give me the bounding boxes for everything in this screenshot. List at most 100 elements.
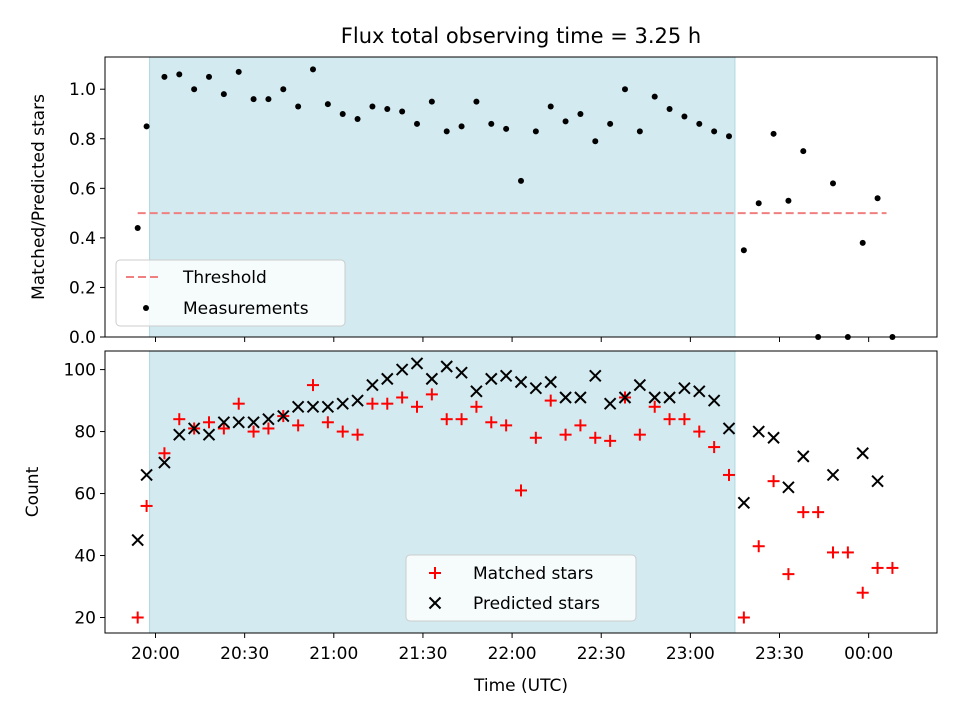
bottom-predicted-point <box>693 385 706 398</box>
bottom-matched-point <box>752 540 765 553</box>
top-point <box>428 98 435 105</box>
marker-stroke <box>381 372 394 386</box>
bottom-predicted-point <box>173 428 186 441</box>
bottom-matched-point <box>604 434 617 447</box>
bottom-predicted-point <box>485 372 498 386</box>
bottom-matched-point <box>470 400 483 413</box>
top-point <box>785 197 792 204</box>
top-point <box>532 128 539 135</box>
top-point <box>176 71 183 78</box>
legend-measurements-swatch <box>143 305 149 311</box>
bottom-y-tick-label: 20 <box>74 609 96 629</box>
top-point <box>740 247 747 254</box>
bottom-x-tick-label: 20:30 <box>220 644 269 664</box>
bottom-predicted-point <box>217 416 231 429</box>
bottom-predicted-point <box>366 378 379 392</box>
marker-stroke <box>217 416 231 429</box>
top-point <box>488 120 495 127</box>
bottom-matched-point <box>589 431 602 444</box>
top-point <box>280 86 287 93</box>
marker-stroke <box>707 394 721 407</box>
top-point <box>518 177 524 184</box>
marker-stroke <box>782 481 795 494</box>
top-point <box>666 106 673 113</box>
marker-stroke <box>514 375 528 389</box>
bottom-matched-point <box>782 568 795 581</box>
marker-stroke <box>425 372 439 386</box>
marker-stroke <box>752 425 765 438</box>
marker-stroke <box>797 450 810 463</box>
bottom-matched-point <box>262 422 275 435</box>
bottom-legend: Matched stars Predicted stars <box>405 554 637 622</box>
marker-stroke <box>529 381 543 395</box>
bottom-predicted-point <box>321 400 335 413</box>
bottom-matched-point <box>737 611 750 624</box>
marker-stroke <box>499 369 513 382</box>
top-point <box>399 108 406 115</box>
bottom-predicted-point <box>395 363 409 376</box>
bottom-predicted-point <box>707 394 721 407</box>
top-point <box>191 86 198 93</box>
bottom-matched-point <box>411 400 423 413</box>
marker-stroke <box>131 533 144 547</box>
bottom-matched-point <box>678 413 691 426</box>
marker-stroke <box>470 385 483 398</box>
marker-stroke <box>633 378 647 392</box>
legend-measurements-label: Measurements <box>183 299 309 319</box>
bottom-matched-point <box>767 475 780 488</box>
bottom-predicted-point <box>767 431 780 444</box>
bottom-predicted-point <box>470 385 483 398</box>
bottom-matched-point <box>140 499 153 512</box>
bottom-predicted-point <box>618 391 632 404</box>
top-point <box>354 115 361 122</box>
marker-stroke <box>871 474 884 488</box>
bottom-x-tick-label: 23:00 <box>666 644 715 664</box>
bottom-predicted-point <box>158 456 171 469</box>
top-point <box>310 66 316 73</box>
top-y-tick-label: 1.0 <box>69 80 96 100</box>
bottom-matched-point <box>440 413 453 426</box>
bottom-predicted-point <box>232 416 245 429</box>
top-point <box>503 125 510 132</box>
marker-stroke <box>306 400 320 413</box>
top-legend: Threshold Measurements <box>115 259 346 327</box>
marker-stroke <box>574 391 587 404</box>
bottom-matched-point <box>203 416 215 429</box>
marker-stroke <box>321 400 335 413</box>
top-point <box>458 123 465 130</box>
top-point <box>874 195 881 202</box>
top-point <box>161 73 168 80</box>
bottom-matched-point <box>841 546 854 559</box>
bottom-matched-point <box>321 416 334 429</box>
bottom-legend-box <box>405 554 637 622</box>
top-point <box>473 98 480 105</box>
marker-stroke <box>336 397 349 410</box>
bottom-matched-point <box>529 431 542 444</box>
bottom-x-tick-label: 22:30 <box>577 644 626 664</box>
bottom-predicted-point <box>589 369 602 382</box>
top-point <box>384 106 391 113</box>
bottom-predicted-point <box>574 391 587 404</box>
top-y-tick-label: 0.0 <box>69 328 96 348</box>
top-point <box>755 200 762 207</box>
top-y-tick-label: 0.8 <box>69 130 96 150</box>
top-point <box>235 68 242 75</box>
top-point <box>220 91 227 98</box>
top-point <box>206 73 212 80</box>
bottom-matched-point <box>856 586 869 599</box>
top-point <box>830 180 836 187</box>
top-point <box>295 103 302 110</box>
bottom-predicted-point <box>603 397 617 410</box>
bottom-predicted-point <box>410 357 424 370</box>
bottom-matched-point <box>797 506 810 519</box>
top-point <box>562 118 569 125</box>
top-point <box>547 103 554 110</box>
bottom-matched-point <box>708 441 721 454</box>
top-point <box>339 110 346 117</box>
top-point <box>859 239 866 246</box>
marker-stroke <box>722 422 736 435</box>
bottom-matched-point <box>307 379 319 392</box>
top-point <box>250 96 257 103</box>
bottom-matched-point <box>351 428 364 441</box>
bottom-matched-point <box>292 419 305 432</box>
